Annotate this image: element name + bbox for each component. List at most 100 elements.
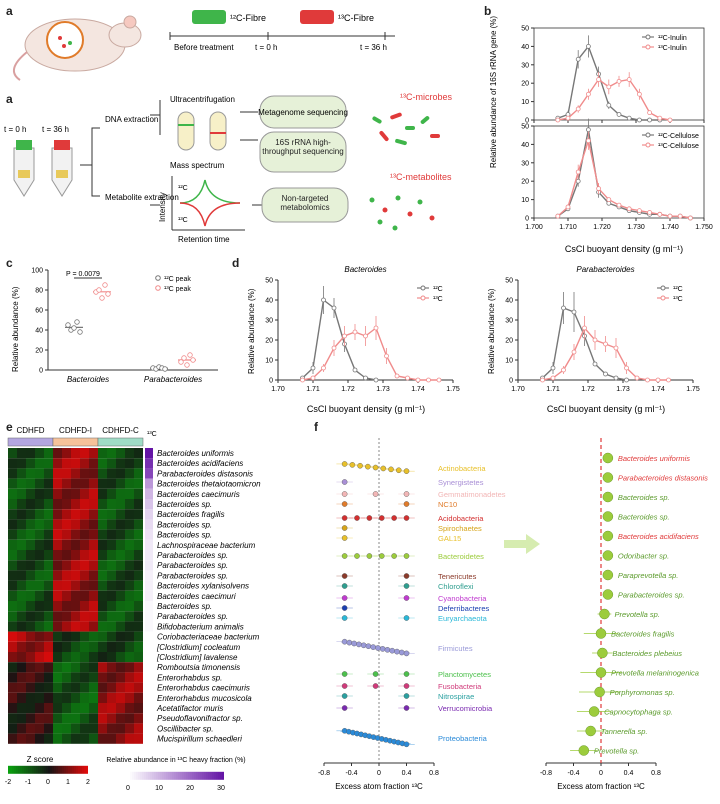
b-top-ytick-label: 40 [521, 44, 529, 51]
e-heatmap-cell [53, 448, 62, 459]
e-heatmap-cell [44, 641, 53, 652]
f-species-label: Bacteroides sp. [618, 493, 670, 502]
f-left-point [391, 553, 397, 559]
e-heatmap-cell [26, 590, 35, 601]
panel-label-c: c [6, 256, 13, 270]
d-xtick-label: 1.73 [616, 386, 630, 393]
e-heavy-cell [145, 713, 153, 724]
e-heatmap-cell [116, 641, 125, 652]
e-row-label: Bacteroides sp. [157, 602, 212, 611]
e-heatmap-cell [89, 529, 98, 540]
e-heavy-swatch [160, 771, 162, 780]
e-heatmap-cell [89, 611, 98, 622]
e-heatmap-cell [125, 713, 134, 724]
e-heatmap-cell [134, 519, 143, 530]
e-heatmap-cell [62, 458, 71, 469]
e-heatmap-cell [98, 488, 107, 499]
e-heatmap-cell [44, 631, 53, 642]
f-phylum-label: Tenericutes [438, 572, 477, 581]
e-heavy-swatch [192, 771, 194, 780]
e-heatmap-cell [107, 519, 116, 530]
e-heatmap-cell [26, 529, 35, 540]
b-top-point [667, 117, 673, 123]
f-left-point [341, 683, 348, 689]
b-bot-point [606, 197, 612, 203]
e-heatmap-cell [116, 621, 125, 632]
f-right-point [595, 667, 607, 678]
b-bot-point [586, 127, 591, 133]
e-heatmap-cell [26, 621, 35, 632]
e-heatmap-cell [71, 478, 80, 489]
e-heatmap-cell [107, 570, 116, 581]
e-heatmap-cell [134, 641, 143, 652]
e-heatmap-cell [17, 631, 26, 642]
e-heatmap-cell [125, 488, 134, 499]
e-heatmap-cell [8, 529, 17, 540]
d-point [592, 337, 598, 343]
d-ytick-label: 50 [265, 278, 273, 285]
e-heavy-cell [145, 488, 153, 499]
f-left-point [403, 553, 410, 559]
e-heatmap-cell [125, 550, 134, 561]
e-heatmap-cell [98, 672, 107, 683]
e-heatmap-cell [8, 601, 17, 612]
e-heatmap-cell [53, 590, 62, 601]
d-point [405, 375, 410, 381]
e-heatmap-cell [26, 499, 35, 510]
e-heatmap-cell [89, 723, 98, 734]
e-heatmap-cell [17, 499, 26, 510]
panel-d-xlabel-1: CsCl buoyant density (g ml⁻¹) [307, 404, 425, 414]
e-heavy-swatch [128, 771, 130, 780]
e-heatmap-cell [26, 570, 35, 581]
d-xtick-label: 1.73 [376, 386, 390, 393]
e-heatmap-cell [98, 621, 107, 632]
e-heatmap-cell [44, 713, 53, 724]
e-heavy-swatch [176, 771, 178, 780]
e-heatmap-cell [71, 682, 80, 693]
f-right-point [597, 647, 608, 659]
e-heatmap-cell [116, 652, 125, 663]
e-heatmap-cell [107, 672, 116, 683]
e-heavy-swatch [210, 771, 212, 780]
f-left-point [403, 671, 410, 677]
f-left-point [388, 466, 394, 473]
e-heatmap-cell [26, 478, 35, 489]
peak13-label: ¹³C [178, 217, 188, 224]
e-heatmap-cell [35, 652, 44, 663]
c-pvalue: P = 0.0079 [66, 271, 100, 278]
e-heatmap-cell [17, 713, 26, 724]
e-heavy-cell [145, 641, 153, 652]
e-heavy-swatch [134, 771, 136, 780]
f-left-point [398, 649, 405, 656]
e-heatmap-cell [80, 448, 89, 459]
e-heavy-cell [145, 703, 153, 714]
e-heatmap-cell [134, 662, 143, 673]
e-heatmap-cell [89, 631, 98, 642]
e-heatmap-cell [116, 631, 125, 642]
metabolites-illustration [369, 195, 435, 231]
d-point [321, 297, 326, 303]
e-heatmap-cell [107, 580, 116, 591]
e-row-label: Parabacteroides sp. [157, 571, 228, 580]
e-heatmap-cell [80, 682, 89, 693]
e-heatmap-cell [134, 631, 143, 642]
e-heatmap-cell [134, 499, 143, 510]
d-ytick-label: 0 [509, 378, 513, 385]
e-heatmap-cell [53, 458, 62, 469]
e-heatmap-cell [71, 692, 80, 703]
e-heavy-cell [145, 509, 153, 520]
e-heatmap-cell [80, 672, 89, 683]
e-heatmap-cell [116, 713, 125, 724]
e-heatmap-cell [89, 621, 98, 632]
b-top-legend-label: ¹³C-Inulin [658, 45, 687, 52]
d-point [603, 371, 608, 377]
panel-e-heatmap: CDHFD CDHFD-I CDHFD-C ¹³C Bacteroides unifor… [5, 426, 261, 792]
e-heatmap-cell [53, 468, 62, 479]
e-heatmap-cell [71, 662, 80, 673]
e-heatmap-cell [98, 590, 107, 601]
e-heatmap-cell [125, 662, 134, 673]
b-bot-point [647, 210, 653, 215]
f-left-point [341, 535, 348, 541]
e-heatmap-cell [35, 570, 44, 581]
timeline-t36: t = 36 h [360, 43, 387, 52]
